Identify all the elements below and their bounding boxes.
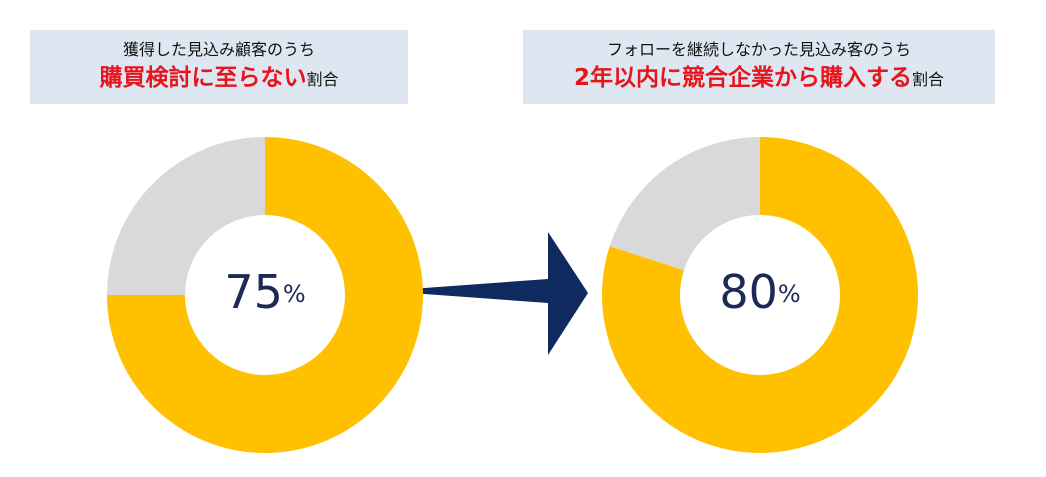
center-label: 75% — [224, 265, 305, 319]
highlight: 購買検討に至らない — [99, 65, 307, 91]
title-line: 購買検討に至らない割合 — [30, 61, 408, 97]
title-suffix: 割合 — [912, 70, 945, 89]
arrow — [383, 232, 588, 355]
highlight: 2年以内に競合企業から購入する — [573, 65, 912, 91]
pie-segment — [609, 136, 760, 271]
pie-segment — [107, 137, 423, 453]
pie-segment — [602, 137, 919, 453]
pie-segment — [107, 137, 265, 295]
title: フォローを継続しなかった見込み客のうち — [606, 40, 911, 59]
header-box: フォローを継続しなかった見込み客のうち 2年以内に競合企業から購入する割合 — [523, 30, 995, 104]
header-box: 獲得した見込み顧客のうち購買検討に至らない割合 — [30, 30, 408, 104]
title-line: 2年以内に競合企業から購入する割合 — [523, 61, 995, 97]
title: 獲得した見込み顧客のうち — [122, 40, 315, 59]
title-suffix: 割合 — [306, 70, 339, 89]
center-label: 80% — [719, 265, 800, 319]
